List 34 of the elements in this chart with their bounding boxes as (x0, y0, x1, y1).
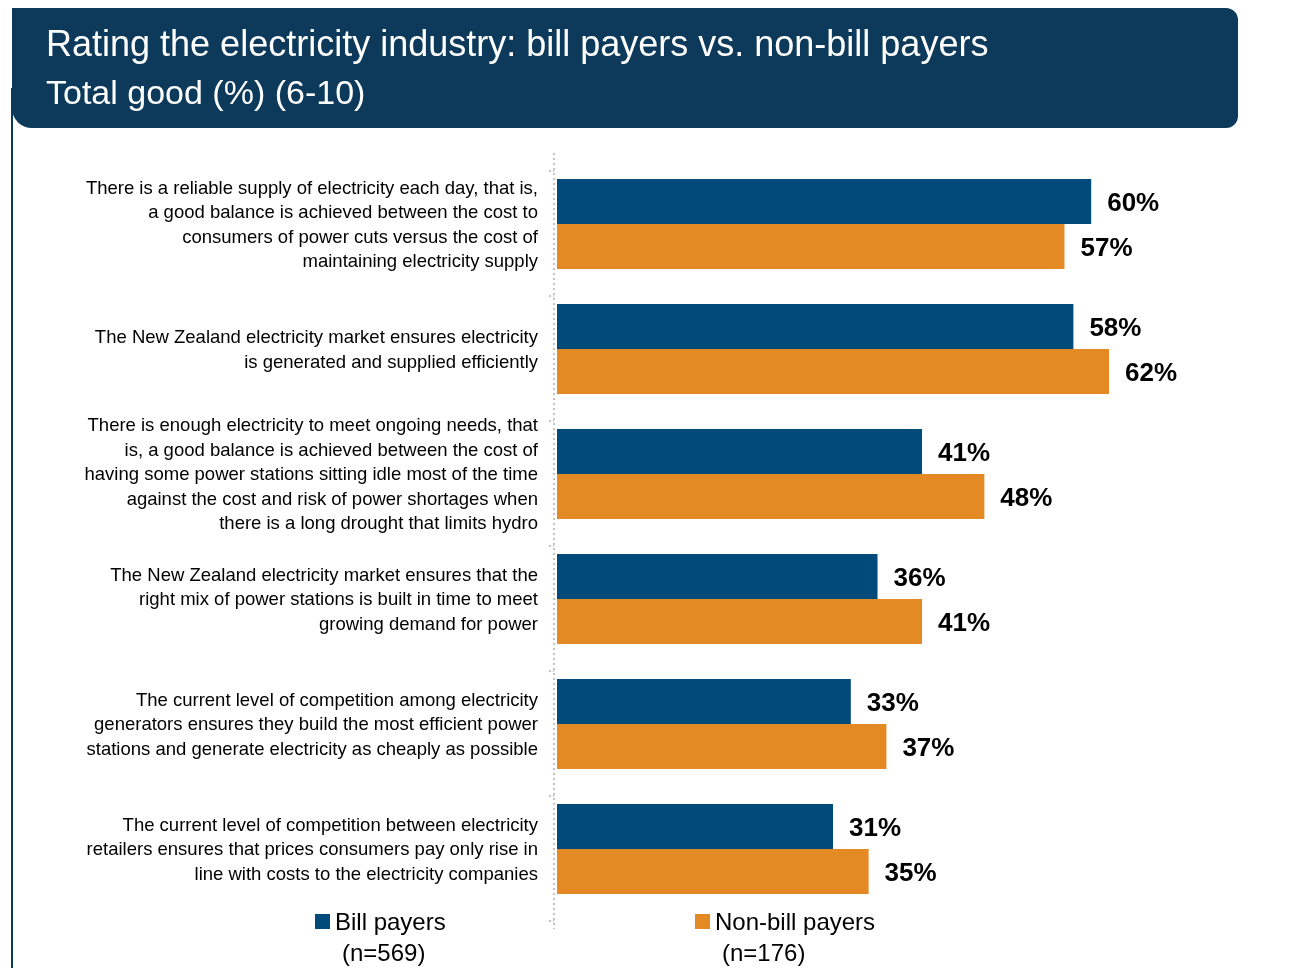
data-label: 41% (938, 436, 991, 467)
data-label: 37% (902, 731, 955, 762)
bar (557, 179, 1092, 224)
data-label: 62% (1125, 356, 1178, 387)
bar (557, 304, 1074, 349)
y-tick-label: The New Zealand electricity market ensures electricity is generated and supplied efficiently (94, 326, 539, 372)
bar (557, 679, 851, 724)
data-label: 36% (893, 561, 946, 592)
data-label: 60% (1107, 186, 1160, 217)
data-label: 35% (884, 856, 937, 887)
bar (557, 804, 833, 849)
chart-title: Rating the electricity industry: bill payers vs. non-bill payers (46, 23, 989, 64)
data-label: 31% (849, 811, 902, 842)
text: Total good (%) (6-10) (46, 73, 366, 111)
y-tick-label: The current level of competition between electricity retailers ensures that prices consumers pay only rise in line with costs to the electricity companies (86, 813, 539, 884)
bar (557, 724, 887, 769)
bar (557, 599, 923, 644)
y-tick-label: There is a reliable supply of electricity each day, that is, a good balance is achieved between the cost to consumers of power cuts versus the cost of maintaining electricity supply (85, 176, 539, 272)
legend-label: Non-bill payers (n=176) (715, 908, 882, 966)
data-label: 58% (1089, 311, 1142, 342)
bar (557, 849, 869, 894)
data-label: 41% (938, 606, 991, 637)
bar (557, 224, 1065, 269)
bar (557, 429, 923, 474)
y-tick-label: The current level of competition among electricity generators ensures they build the most efficient power stations and generate electricity as cheaply as possible (86, 688, 539, 759)
bar (557, 554, 878, 599)
data-label: 57% (1080, 231, 1133, 262)
bar (557, 474, 985, 519)
y-tick-label: There is enough electricity to meet ongoing needs, that is, a good balance is achieved between the cost of having some power stations sitting idle most of the time against the cost and risk of power shortages when there is a long drought that limits hydro (84, 414, 539, 534)
data-label: 48% (1000, 481, 1053, 512)
y-tick-label: The New Zealand electricity market ensures that the right mix of power stations is built in time to meet growing demand for power (110, 563, 538, 634)
legend-label: Bill payers (n=569) (335, 908, 453, 966)
bar (557, 349, 1109, 394)
data-label: 33% (866, 686, 919, 717)
